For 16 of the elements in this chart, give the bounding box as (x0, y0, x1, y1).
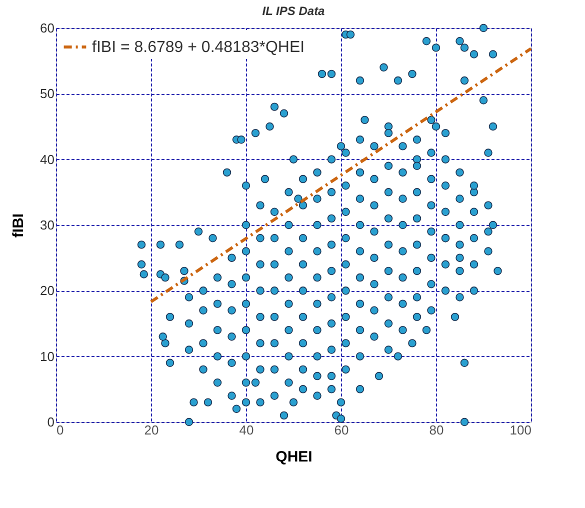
y-axis-title: fIBI (10, 213, 28, 238)
x-tick-label: 20 (144, 422, 159, 438)
x-tick-label: 40 (239, 422, 254, 438)
x-axis-title: QHEI (276, 448, 312, 466)
chart-title: IL IPS Data (262, 4, 326, 18)
y-tick-label: 60 (40, 20, 54, 36)
x-tick-label: 80 (429, 422, 444, 438)
y-tick-label: 40 (40, 152, 54, 167)
x-tick-label: 60 (334, 422, 349, 438)
y-tick-label: 30 (40, 218, 54, 232)
y-tick-label: 50 (40, 86, 54, 102)
legend-label: fIBI = 8.6789 + 0.48183*QHEI (92, 39, 305, 56)
x-tick-label: 100 (510, 422, 532, 438)
y-tick-label: 20 (40, 283, 54, 298)
x-tick-label: 0 (56, 422, 64, 438)
y-tick-label: 10 (40, 348, 54, 364)
